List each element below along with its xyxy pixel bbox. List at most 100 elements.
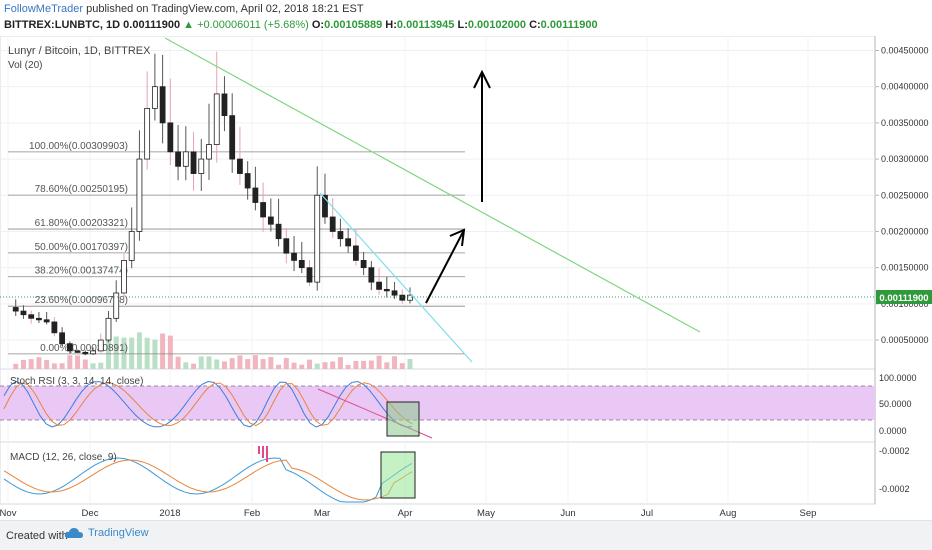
up-arrow-small[interactable] (425, 228, 466, 304)
volume-bar (28, 359, 34, 369)
candle-body (352, 245, 359, 261)
brand-name: TradingView (88, 527, 149, 539)
stoch-title: Stoch RSI (3, 3, 14, 14, close) (10, 376, 143, 387)
stoch-highlight-box[interactable] (386, 401, 420, 437)
time-tick: Jun (560, 508, 575, 519)
fib-level-label: 78.60%(0.00250195) (35, 184, 128, 195)
price-change: ▲ +0.00006011 (+5.68%) (183, 19, 309, 31)
macd-tick-bottom: -0.0002 (879, 484, 910, 494)
candle-body (275, 223, 282, 240)
candle-body (306, 267, 313, 283)
price-tick: 0.00200000 (881, 226, 929, 236)
open-value: 0.00105889 (324, 19, 383, 31)
volume-bar (376, 355, 382, 369)
volume-bar (191, 363, 197, 369)
author-name[interactable]: FollowMeTrader (4, 3, 84, 15)
candle-body (128, 231, 135, 261)
macd-pane[interactable] (0, 441, 876, 505)
volume-bar (175, 356, 181, 369)
candle-body (12, 307, 19, 312)
up-arrow-large[interactable] (473, 69, 491, 202)
volume-bar (13, 363, 19, 369)
long-trendline[interactable] (164, 37, 701, 333)
candle-body (190, 151, 197, 174)
macd-histogram (258, 446, 268, 462)
open-label: O: (311, 19, 325, 31)
fib-level-label: 38.20%(0.00137474) (35, 266, 128, 277)
candle-body (82, 351, 89, 355)
macd-hist-bar (258, 446, 260, 454)
time-axis[interactable]: Nov Dec 2018 Feb Mar Apr May Jun Jul Aug Sep (0, 508, 816, 519)
volume-label: Vol (20) (8, 60, 42, 71)
volume-bar (361, 360, 367, 369)
volume-bar (129, 337, 135, 369)
candle-body (97, 339, 104, 352)
price-tick: 0.00350000 (881, 118, 929, 128)
volume-bar (183, 362, 189, 369)
publish-info: FollowMeTrader published on TradingView.… (4, 2, 364, 16)
volume-bar (299, 364, 305, 369)
symbol-info: BITTREX:LUNBTC, 1D 0.00111900 ▲ +0.00006… (4, 18, 598, 32)
macd-tick-top: -0.0002 (879, 446, 910, 456)
high-label: H: (385, 19, 397, 31)
candle-body (151, 86, 158, 109)
candle-body (90, 350, 96, 355)
candle-body (229, 115, 236, 160)
volume-bar (82, 359, 88, 369)
candle-body (66, 343, 73, 352)
candle-body (221, 93, 228, 117)
tradingview-logo[interactable]: TradingView (64, 527, 149, 539)
volume-bar (90, 363, 96, 369)
current-price-badge: 0.00111900 (879, 293, 928, 304)
candle-body (383, 288, 390, 292)
time-tick: Aug (720, 508, 737, 519)
macd-title: MACD (12, 26, close, 9) (10, 452, 117, 463)
stoch-tick-100: 100.0000 (879, 373, 917, 383)
low-label: L: (457, 19, 468, 31)
macd-signal-line (3, 459, 413, 501)
stoch-k-line (3, 380, 413, 428)
candle-body (345, 238, 352, 247)
candle-body (213, 93, 220, 145)
main-pane[interactable] (0, 36, 876, 370)
price-tick: 0.00450000 (881, 45, 929, 55)
candle-body (36, 317, 42, 321)
price-tick: 0.00300000 (881, 154, 929, 164)
chart-area[interactable]: 100.00%(0.00309903) 78.60%(0.00250195) 61.… (0, 36, 932, 520)
price-tick: 0.00050000 (881, 335, 929, 345)
candle-body (368, 267, 375, 283)
time-tick: Mar (314, 508, 330, 519)
high-value: 0.00113945 (396, 19, 455, 31)
candle-body (206, 144, 212, 160)
candle-body (159, 86, 166, 124)
volume-bar (337, 357, 343, 369)
macd-highlight-box[interactable] (380, 451, 416, 499)
volume-bar (345, 364, 351, 369)
price-tick: 0.00250000 (881, 190, 929, 200)
current-price-badge-bg (876, 290, 932, 304)
short-trendline[interactable] (319, 192, 473, 363)
candle-body (252, 187, 259, 203)
volume-bar (214, 359, 220, 369)
volume-bar (206, 356, 212, 369)
candle-body (291, 252, 297, 261)
volume-bar (399, 363, 405, 369)
cloud-icon (64, 528, 83, 538)
time-tick: Jul (641, 508, 653, 519)
volume-bar (307, 359, 312, 369)
candle-body (322, 194, 328, 218)
candle-body (298, 260, 305, 269)
candle-body (167, 122, 174, 153)
time-tick: Sep (800, 508, 817, 519)
volume-bar (276, 364, 282, 369)
candle-body (113, 292, 120, 319)
volume-bar (113, 336, 119, 369)
candle-body (391, 290, 398, 296)
volume-bar (198, 356, 204, 369)
volume-bar (160, 333, 166, 369)
volume-bar (75, 355, 81, 369)
vertical-grid (7, 36, 809, 504)
volume-bar (20, 359, 26, 369)
last-price: 0.00111900 (123, 19, 181, 31)
price-tick: 0.00150000 (881, 263, 929, 273)
